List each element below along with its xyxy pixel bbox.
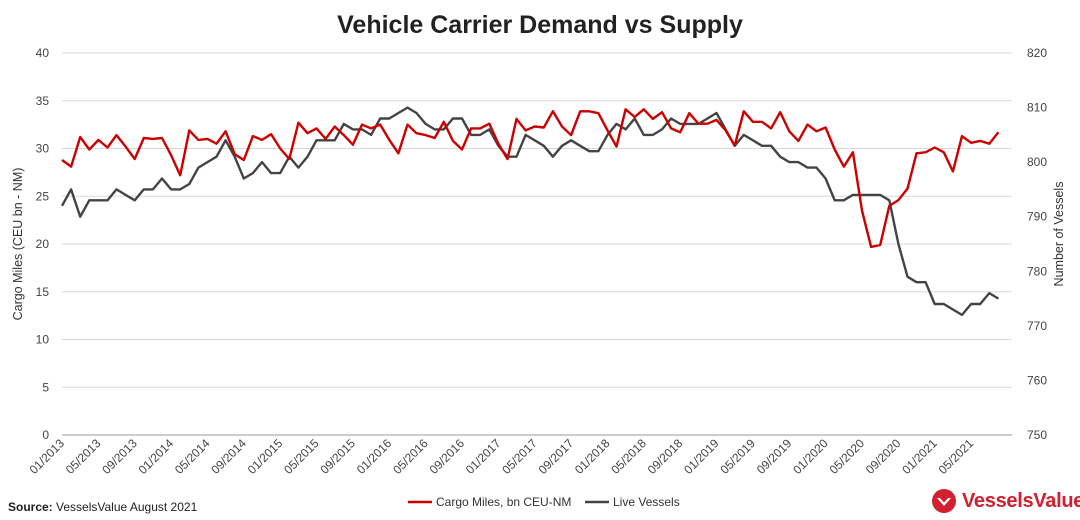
y-axis-left-label: Cargo Miles (CEU bn - NM) — [11, 168, 25, 321]
gridlines — [62, 52, 1012, 388]
y-right-tick-label: 820 — [1027, 46, 1047, 60]
y-axis-right-label: Number of Vessels — [1052, 182, 1066, 287]
y-right-tick-label: 790 — [1027, 210, 1047, 224]
y-left-tick-label: 35 — [36, 94, 50, 108]
chart-title: Vehicle Carrier Demand vs Supply — [337, 11, 743, 39]
legend-label-live-vessels: Live Vessels — [613, 495, 680, 509]
y-right-tick-label: 780 — [1027, 264, 1047, 278]
x-tick-label: 05/2017 — [499, 436, 540, 477]
x-axis-ticks: 01/201305/201309/201301/201405/201409/20… — [27, 436, 977, 477]
x-tick-label: 05/2013 — [63, 436, 104, 477]
legend-label-cargo-miles: Cargo Miles, bn CEU-NM — [436, 495, 571, 509]
brand-logo-icon — [932, 489, 956, 513]
y-left-tick-label: 30 — [36, 142, 50, 156]
legend: Cargo Miles, bn CEU-NM Live Vessels — [408, 495, 680, 509]
x-tick-label: 09/2013 — [99, 436, 140, 477]
y-left-tick-label: 10 — [36, 333, 50, 347]
y-axis-right-ticks: 750 760 770 780 790 800 810 820 — [1027, 46, 1047, 442]
x-tick-label: 01/2018 — [572, 436, 613, 477]
y-left-tick-label: 5 — [42, 380, 49, 394]
series-line-live-vessels — [60, 106, 1000, 317]
source-text: VesselsValue August 2021 — [52, 500, 198, 514]
x-tick-label: 05/2014 — [172, 436, 213, 477]
y-right-tick-label: 770 — [1027, 319, 1047, 333]
y-left-tick-label: 15 — [36, 285, 50, 299]
x-tick-label: 09/2017 — [536, 436, 577, 477]
x-tick-label: 01/2017 — [463, 436, 504, 477]
x-tick-label: 01/2014 — [136, 436, 177, 477]
y-right-tick-label: 750 — [1027, 428, 1047, 442]
x-tick-label: 01/2020 — [790, 436, 831, 477]
x-tick-label: 09/2019 — [754, 436, 795, 477]
y-right-tick-label: 810 — [1027, 101, 1047, 115]
y-left-tick-label: 20 — [36, 237, 50, 251]
x-tick-label: 05/2019 — [717, 436, 758, 477]
x-tick-label: 01/2021 — [899, 436, 940, 477]
x-tick-label: 05/2018 — [608, 436, 649, 477]
x-tick-label: 09/2018 — [645, 436, 686, 477]
x-tick-label: 05/2015 — [281, 436, 322, 477]
x-tick-label: 09/2020 — [863, 436, 904, 477]
y-right-tick-label: 760 — [1027, 373, 1047, 387]
y-left-tick-label: 40 — [36, 46, 50, 60]
x-tick-label: 01/2016 — [354, 436, 395, 477]
x-tick-label: 09/2016 — [427, 436, 468, 477]
brand-name: VesselsValue — [962, 489, 1080, 512]
x-tick-label: 01/2019 — [681, 436, 722, 477]
x-tick-label: 05/2020 — [827, 436, 868, 477]
brand-logo: VesselsValue — [932, 489, 1080, 513]
x-tick-label: 09/2015 — [317, 436, 358, 477]
y-left-tick-label: 25 — [36, 189, 50, 203]
series-lines — [60, 106, 1000, 317]
y-axis-left-ticks: 0 5 10 15 20 25 30 35 40 — [36, 46, 50, 442]
x-tick-label: 05/2016 — [390, 436, 431, 477]
y-right-tick-label: 800 — [1027, 155, 1047, 169]
x-tick-label: 01/2015 — [245, 436, 286, 477]
y-left-tick-label: 0 — [42, 428, 49, 442]
x-tick-label: 01/2013 — [27, 436, 68, 477]
series-line-cargo-miles — [61, 108, 1000, 249]
source-note: Source: VesselsValue August 2021 — [8, 500, 197, 514]
x-tick-label: 05/2021 — [936, 436, 977, 477]
source-label: Source: — [8, 500, 53, 514]
x-tick-label: 09/2014 — [208, 436, 249, 477]
